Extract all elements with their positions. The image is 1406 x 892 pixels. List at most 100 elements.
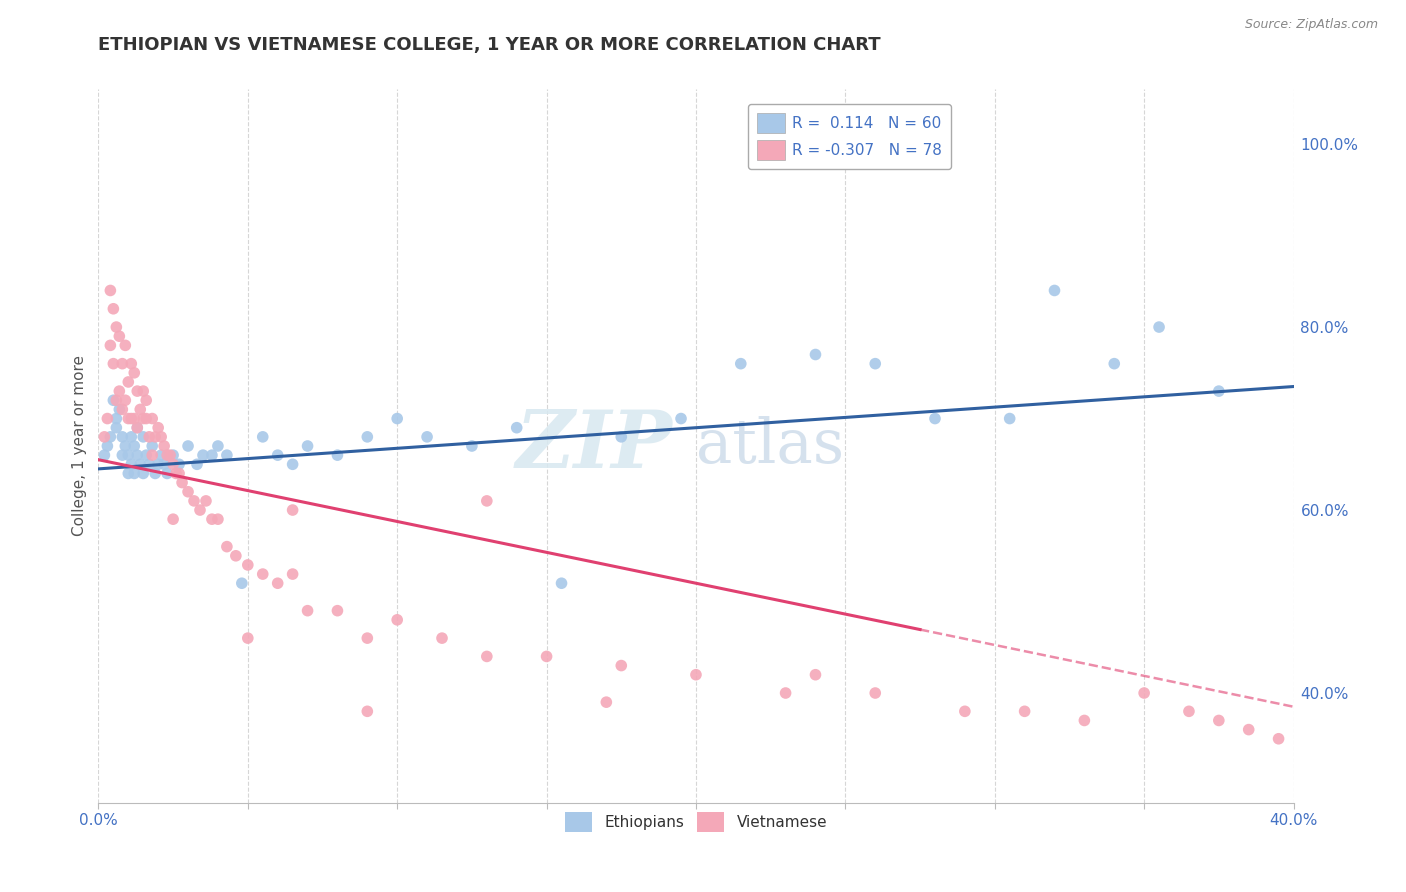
Point: [114, 439, 136, 453]
Point: [98, 284, 122, 298]
Point: [356, 704, 378, 718]
Point: [156, 448, 179, 462]
Point: [153, 458, 176, 472]
Point: [138, 458, 160, 472]
Point: [326, 448, 349, 462]
Text: ZIP: ZIP: [515, 408, 672, 484]
Y-axis label: College, 1 year or more: College, 1 year or more: [72, 356, 87, 536]
Point: [132, 430, 155, 444]
Point: [124, 366, 146, 380]
Point: [138, 430, 160, 444]
Point: [924, 411, 946, 425]
Point: [252, 430, 274, 444]
Point: [135, 411, 157, 425]
Point: [865, 686, 887, 700]
Point: [267, 448, 290, 462]
Point: [195, 494, 218, 508]
Point: [610, 658, 633, 673]
Point: [150, 448, 173, 462]
Point: [124, 411, 146, 425]
Point: [191, 448, 214, 462]
Point: [117, 467, 139, 481]
Point: [127, 448, 149, 462]
Point: [385, 411, 409, 425]
Point: [143, 467, 166, 481]
Point: [461, 439, 484, 453]
Point: [111, 430, 134, 444]
Point: [103, 393, 125, 408]
Point: [98, 338, 122, 352]
Point: [135, 448, 157, 462]
Text: ETHIOPIAN VS VIETNAMESE COLLEGE, 1 YEAR OR MORE CORRELATION CHART: ETHIOPIAN VS VIETNAMESE COLLEGE, 1 YEAR …: [98, 36, 882, 54]
Point: [135, 393, 157, 408]
Point: [267, 576, 290, 591]
Point: [120, 357, 142, 371]
Point: [430, 631, 453, 645]
Point: [162, 458, 184, 472]
Point: [297, 604, 319, 618]
Point: [1073, 714, 1095, 728]
Point: [506, 420, 529, 434]
Point: [550, 576, 572, 591]
Point: [207, 512, 229, 526]
Point: [281, 458, 304, 472]
Point: [120, 458, 142, 472]
Point: [207, 439, 229, 453]
Point: [1014, 704, 1036, 718]
Point: [98, 430, 122, 444]
Point: [103, 357, 125, 371]
Point: [108, 384, 131, 398]
Point: [103, 301, 125, 316]
Point: [108, 402, 131, 417]
Point: [148, 458, 170, 472]
Point: [141, 439, 163, 453]
Point: [236, 631, 259, 645]
Point: [669, 411, 692, 425]
Point: [231, 576, 253, 591]
Point: [105, 420, 128, 434]
Point: [416, 430, 439, 444]
Point: [1104, 357, 1126, 371]
Point: [475, 649, 498, 664]
Point: [998, 411, 1021, 425]
Point: [114, 338, 136, 352]
Point: [297, 439, 319, 453]
Point: [127, 420, 149, 434]
Point: [96, 439, 118, 453]
Point: [93, 430, 115, 444]
Point: [252, 567, 274, 582]
Point: [281, 503, 304, 517]
Point: [153, 439, 176, 453]
Point: [167, 458, 190, 472]
Point: [165, 467, 187, 481]
Point: [685, 667, 707, 681]
Point: [1208, 384, 1230, 398]
Point: [159, 448, 181, 462]
Point: [162, 448, 184, 462]
Point: [183, 494, 205, 508]
Point: [93, 448, 115, 462]
Point: [132, 411, 155, 425]
Point: [127, 384, 149, 398]
Point: [1208, 714, 1230, 728]
Point: [475, 494, 498, 508]
Point: [127, 420, 149, 434]
Point: [356, 631, 378, 645]
Point: [117, 375, 139, 389]
Point: [865, 357, 887, 371]
Point: [108, 329, 131, 343]
Point: [804, 347, 827, 361]
Point: [111, 357, 134, 371]
Point: [1043, 284, 1066, 298]
Point: [124, 439, 146, 453]
Point: [1133, 686, 1156, 700]
Point: [730, 357, 752, 371]
Point: [236, 558, 259, 572]
Point: [124, 467, 146, 481]
Point: [162, 512, 184, 526]
Point: [111, 448, 134, 462]
Point: [356, 430, 378, 444]
Point: [150, 430, 173, 444]
Point: [96, 411, 118, 425]
Point: [129, 402, 152, 417]
